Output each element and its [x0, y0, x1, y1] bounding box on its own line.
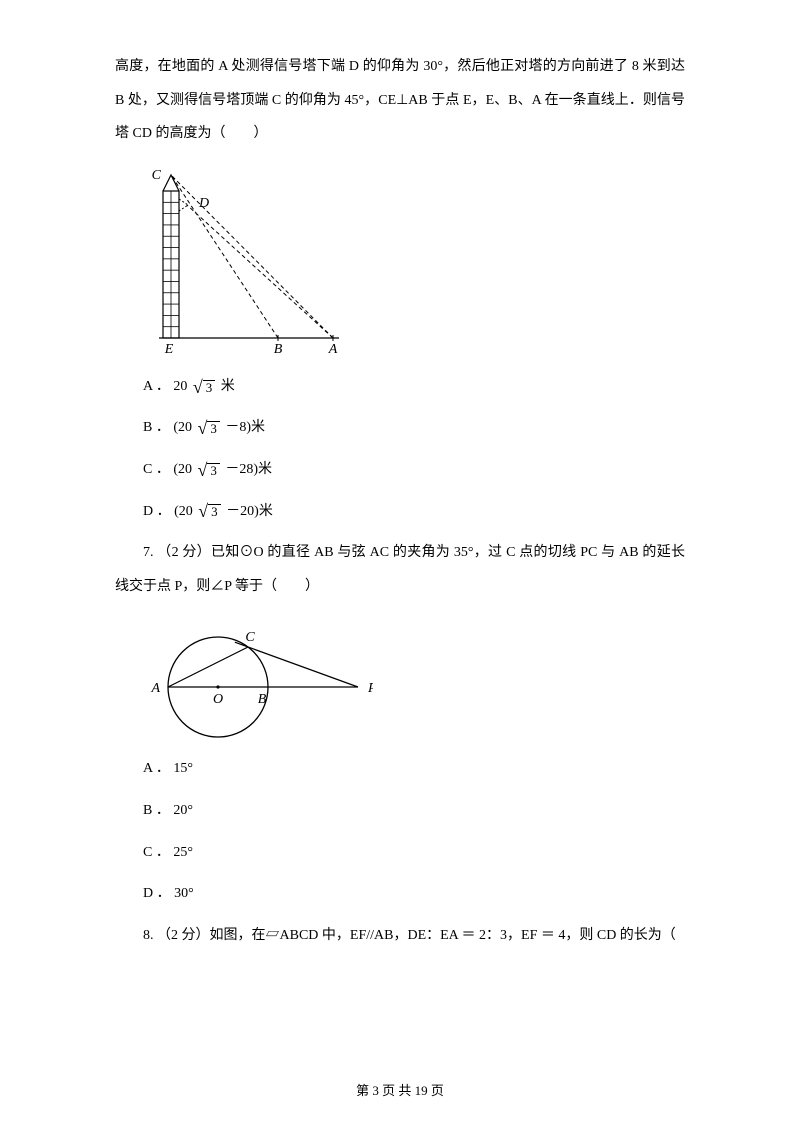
q7-paragraph: 7. （2 分）已知⊙O 的直径 AB 与弦 AC 的夹角为 35°，过 C 点…: [115, 536, 685, 603]
q6-optA-post: 米: [221, 379, 235, 394]
sqrt-icon: √3: [198, 502, 220, 520]
svg-text:O: O: [213, 692, 223, 707]
q6-option-a: A ． 20 √3 米: [143, 370, 685, 404]
q7-option-d: D ． 30°: [143, 877, 685, 911]
q6-optD-pre: D ． (20: [143, 504, 193, 519]
q6-option-b: B ． (20 √3 －8)米: [143, 411, 685, 445]
q7-option-a: A ． 15°: [143, 752, 685, 786]
svg-text:P: P: [367, 681, 373, 696]
q6-paragraph: 高度，在地面的 A 处测得信号塔下端 D 的仰角为 30°，然后他正对塔的方向前…: [115, 50, 685, 151]
svg-text:C: C: [245, 630, 255, 645]
q6-optC-pre: C ． (20: [143, 462, 192, 477]
q6-optA-pre: A ． 20: [143, 379, 187, 394]
q6-option-c: C ． (20 √3 －28)米: [143, 453, 685, 487]
svg-text:E: E: [164, 342, 174, 357]
q8-paragraph: 8. （2 分）如图，在▱ABCD 中，EF//AB，DE：EA ＝ 2：3，E…: [115, 919, 685, 953]
svg-text:C: C: [152, 168, 162, 183]
svg-text:A: A: [150, 681, 160, 696]
svg-text:B: B: [258, 692, 267, 707]
q7-figure: A O B C P: [143, 615, 685, 740]
q6-optB-post: －8)米: [225, 420, 265, 435]
q6-optC-post: －28)米: [225, 462, 272, 477]
svg-text:D: D: [198, 196, 209, 211]
svg-text:A: A: [328, 342, 338, 357]
q6-optB-pre: B ． (20: [143, 420, 192, 435]
q6-optD-post: －20)米: [226, 504, 273, 519]
q6-figure: C D E B A: [143, 163, 685, 358]
sqrt-icon: √3: [198, 419, 220, 437]
svg-text:B: B: [274, 342, 283, 357]
page-footer: 第 3 页 共 19 页: [0, 1075, 800, 1106]
q7-option-c: C ． 25°: [143, 836, 685, 870]
q7-option-b: B ． 20°: [143, 794, 685, 828]
sqrt-icon: √3: [193, 378, 215, 396]
sqrt-icon: √3: [198, 461, 220, 479]
q6-option-d: D ． (20 √3 －20)米: [143, 495, 685, 529]
